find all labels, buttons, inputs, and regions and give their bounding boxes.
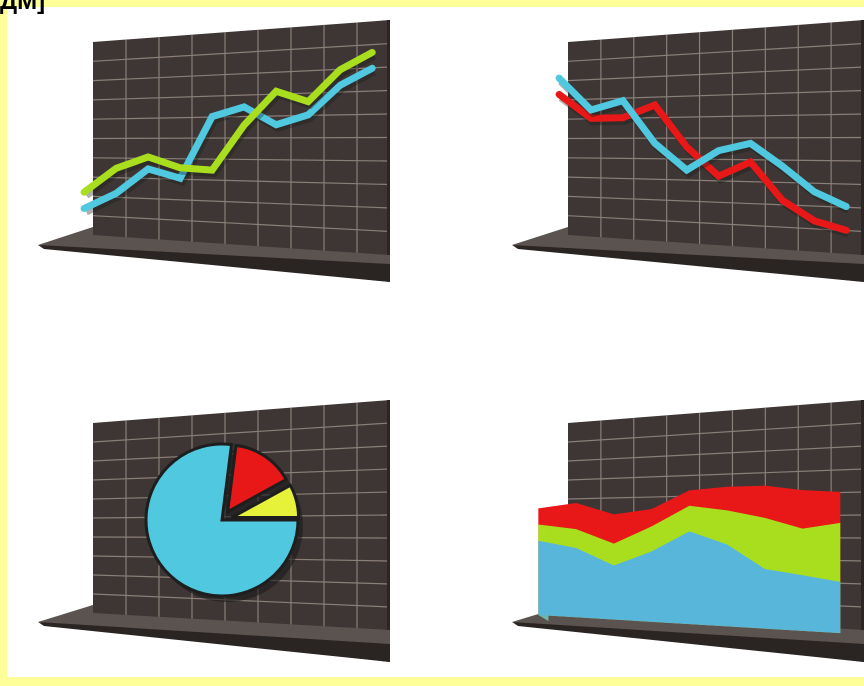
chart-top-left-series-0-line [80, 64, 376, 213]
chart-bottom-left-wall-edge [387, 400, 390, 630]
chart-top-right-grid-h [567, 136, 864, 140]
chart-top-right-floor-edge [512, 245, 864, 282]
chart-top-right-grid-h [567, 42, 864, 62]
chart-bottom-right-series-2-area [538, 531, 841, 634]
frame-left-border [0, 0, 7, 686]
chart-bottom-left-grid-h [92, 422, 391, 443]
chart-top-right-grid-h [567, 66, 864, 82]
chart-top-left-grid-h [92, 195, 391, 209]
chart-top-left-grid-h [92, 136, 391, 140]
chart-top-left-grid-h [92, 113, 391, 120]
chart-top-left-series-1-line [80, 48, 376, 196]
frame-top-border [0, 0, 864, 7]
chart-bottom-right [512, 400, 864, 662]
chart-top-right-grid-h [567, 157, 864, 162]
chart-top-right-grid-h [567, 195, 864, 209]
chart-top-left-floor-edge [38, 245, 390, 282]
chart-top-left [38, 20, 391, 282]
chart-bottom-right-wall-edge [861, 400, 864, 630]
chart-top-right-wall-edge [861, 20, 864, 255]
chart-top-left-grid-h [92, 215, 391, 233]
chart-top-left-grid-h [92, 89, 391, 101]
cut-off-title-text: ДМ] [0, 0, 46, 15]
chart-pie-slice-1 [225, 443, 289, 515]
chart-bottom-right-grid-h [567, 422, 864, 443]
chart-top-right [512, 20, 864, 282]
chart-bottom-left [38, 400, 391, 662]
chart-top-right-grid-h [567, 176, 864, 186]
chart-pie-slice-0 [144, 442, 300, 598]
chart-top-right-series-1-line [555, 74, 850, 211]
chart-bottom-right-series-2-edge [538, 540, 549, 622]
chart-bottom-right-grid-h [567, 468, 864, 481]
chart-top-left-wall-edge [387, 20, 390, 255]
frame-bottom-border [0, 677, 864, 686]
chart-top-left-grid-h [92, 42, 391, 62]
chart-bottom-right-grid-h [567, 445, 864, 462]
chart-bottom-left-floor-edge [38, 622, 390, 662]
chart-top-right-grid-h [567, 89, 864, 101]
chart-bottom-right-floor-edge [512, 622, 864, 662]
chart-top-left-grid-h [92, 176, 391, 186]
chart-pie-slice-2 [230, 483, 301, 520]
chart-top-right-grid-h [567, 215, 864, 233]
